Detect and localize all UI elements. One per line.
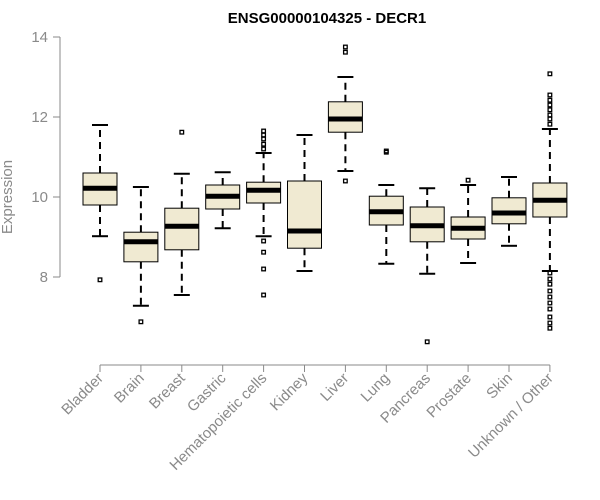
outlier-point: [547, 102, 553, 108]
box-group: [532, 71, 568, 331]
x-tick-label: Kidney: [267, 369, 312, 414]
x-tick-label: Liver: [317, 370, 352, 405]
box: [164, 207, 200, 251]
outlier-point: [547, 116, 553, 122]
outlier-point: [261, 141, 267, 147]
x-tick-label: Skin: [483, 370, 516, 403]
box-group: [82, 124, 118, 283]
x-tick-label: Prostate: [423, 370, 475, 422]
outlier-point: [261, 249, 267, 255]
outlier-point: [547, 314, 553, 320]
y-tick-label: 8: [40, 269, 48, 286]
y-axis: 8 10 12 14: [31, 29, 61, 286]
outlier-point: [547, 270, 553, 276]
outlier-point: [547, 300, 553, 306]
outlier-point: [547, 288, 553, 294]
outlier-point: [342, 49, 348, 55]
y-tick-label: 14: [31, 29, 48, 46]
x-tick-label: Lung: [358, 370, 394, 406]
outlier-point: [261, 238, 267, 244]
outlier-point: [424, 339, 430, 345]
outlier-point: [261, 146, 267, 152]
box: [287, 180, 322, 249]
outlier-point: [342, 44, 348, 50]
box-group: [205, 171, 241, 230]
outlier-point: [261, 292, 267, 298]
x-tick-label: Brain: [111, 370, 148, 407]
y-axis-label: Expression: [0, 160, 16, 234]
outlier-point: [179, 129, 185, 135]
plot-area: [82, 44, 568, 345]
outlier-point: [261, 136, 267, 142]
outlier-point: [261, 128, 267, 134]
outlier-point: [342, 178, 348, 184]
outlier-point: [547, 276, 553, 282]
box-group: [450, 177, 486, 264]
box-group: [409, 187, 445, 345]
outlier-point: [383, 149, 389, 155]
x-tick-label: Breast: [146, 369, 189, 412]
y-tick-label: 12: [31, 109, 48, 126]
box-group: [491, 176, 527, 247]
box-group: [123, 186, 159, 325]
outlier-point: [547, 112, 553, 118]
outlier-point: [547, 325, 553, 331]
outlier-point: [138, 319, 144, 325]
outlier-point: [261, 266, 267, 272]
y-tick-label: 10: [31, 189, 48, 206]
chart-title: ENSG00000104325 - DECR1: [228, 10, 426, 27]
outlier-point: [547, 107, 553, 113]
outlier-point: [261, 132, 267, 138]
box-group: [287, 134, 322, 272]
outlier-point: [465, 177, 471, 183]
outlier-point: [547, 281, 553, 287]
outlier-point: [547, 320, 553, 326]
outlier-point: [547, 306, 553, 312]
outlier-point: [547, 121, 553, 127]
box-group: [246, 128, 282, 298]
box-group: [327, 44, 363, 184]
box-group: [368, 148, 404, 265]
outlier-point: [547, 97, 553, 103]
x-tick-label: Bladder: [58, 370, 107, 419]
outlier-point: [97, 277, 103, 283]
box: [123, 231, 159, 263]
outlier-point: [547, 71, 553, 77]
outlier-point: [547, 294, 553, 300]
box-group: [164, 129, 200, 296]
outlier-point: [547, 92, 553, 98]
